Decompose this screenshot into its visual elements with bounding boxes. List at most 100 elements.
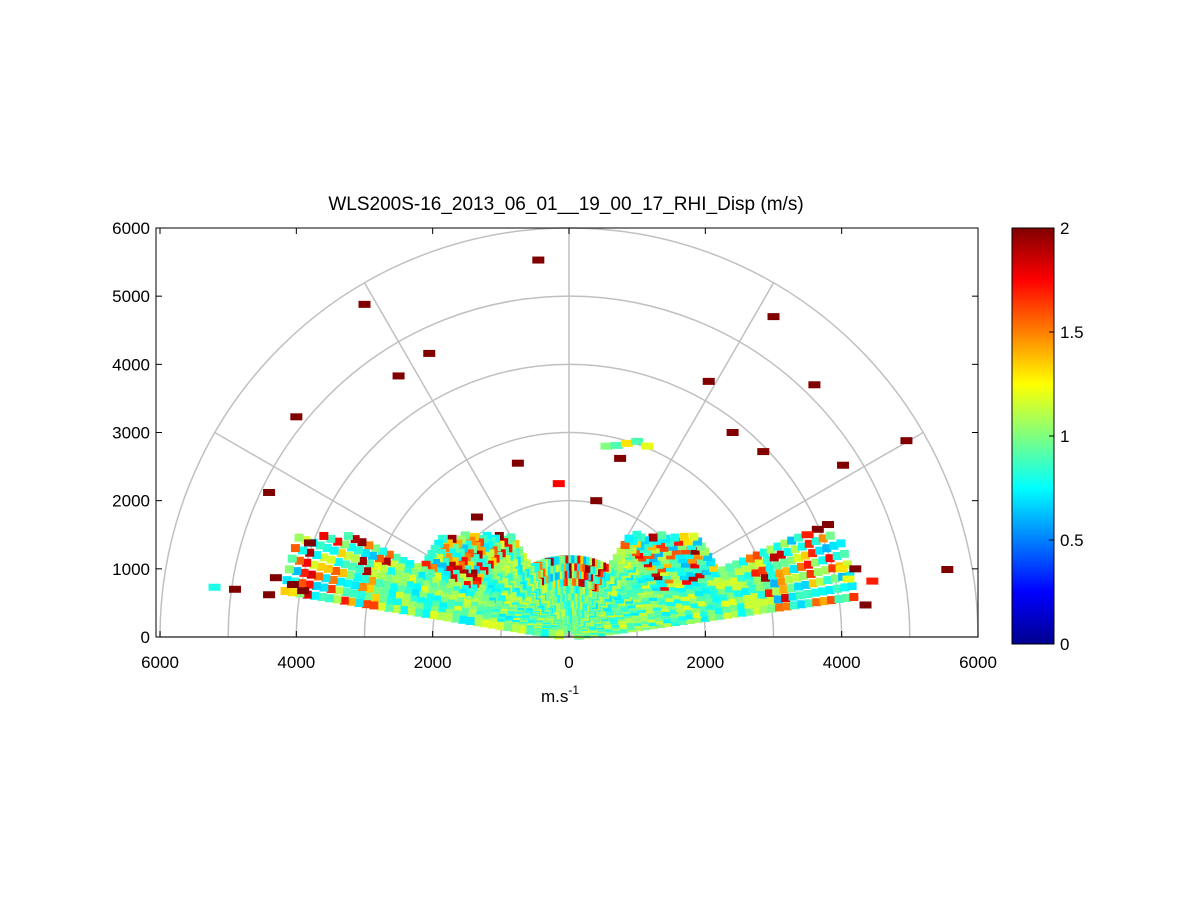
data-cell: [751, 599, 761, 608]
data-cell: [728, 596, 738, 605]
data-cell: [425, 569, 435, 578]
data-cell: [727, 569, 737, 578]
data-cell: [741, 586, 751, 595]
data-cell: [680, 593, 690, 602]
data-cell: [428, 564, 438, 573]
data-cell: [683, 602, 693, 611]
data-cell: [610, 441, 623, 449]
data-cell: [412, 583, 422, 592]
colorbar-tick-label: 0.5: [1060, 531, 1084, 550]
data-cell: [684, 606, 694, 615]
data-cell: [302, 558, 312, 567]
data-cell: [392, 372, 405, 380]
data-cell: [839, 549, 849, 558]
data-cell: [758, 566, 768, 575]
data-cells: [208, 256, 954, 640]
data-cell: [386, 590, 396, 599]
data-cell: [390, 576, 400, 585]
data-cell: [392, 598, 402, 607]
data-cell: [713, 575, 723, 584]
data-cell: [673, 595, 683, 604]
data-cell: [442, 588, 452, 597]
data-cell: [673, 575, 683, 584]
data-cell: [679, 572, 689, 581]
data-cell: [608, 560, 618, 569]
data-cell: [402, 566, 412, 575]
data-cell: [378, 564, 388, 573]
y-tick-label: 3000: [112, 424, 150, 443]
data-cell: [720, 572, 730, 581]
data-cell: [333, 586, 343, 595]
data-cell: [710, 588, 720, 597]
data-cell: [737, 608, 747, 617]
data-cell: [677, 567, 687, 576]
data-cell: [453, 539, 463, 548]
data-cell: [823, 576, 833, 585]
data-cell: [348, 589, 358, 598]
data-cell: [443, 539, 453, 548]
data-cell: [414, 577, 424, 586]
data-cell: [367, 551, 377, 560]
data-cell: [437, 580, 447, 589]
data-cell: [631, 437, 644, 445]
data-cell: [430, 600, 440, 609]
data-cell: [745, 554, 755, 563]
data-cell: [410, 589, 420, 598]
data-cell: [465, 616, 475, 625]
data-cell: [446, 561, 456, 570]
data-cell: [690, 560, 700, 569]
data-cell: [697, 598, 707, 607]
data-cell: [834, 595, 844, 604]
data-cell: [330, 566, 340, 575]
data-cell: [524, 626, 534, 635]
data-cell: [335, 577, 345, 586]
data-cell: [796, 562, 806, 571]
data-cell: [941, 566, 954, 574]
data-cell: [357, 538, 367, 547]
colorbar-tick-label: 0: [1060, 635, 1069, 654]
data-cell: [683, 581, 693, 590]
data-cell: [818, 556, 828, 565]
data-cell: [511, 459, 524, 467]
data-cell: [418, 566, 428, 575]
data-cell: [539, 628, 549, 637]
data-cell: [350, 581, 360, 590]
data-cell: [708, 563, 718, 572]
data-cell: [590, 497, 603, 505]
data-cell: [459, 607, 469, 616]
data-cell: [786, 584, 796, 593]
data-cell: [795, 591, 805, 600]
data-cell: [757, 590, 767, 599]
data-cell: [413, 608, 423, 617]
data-cell: [737, 573, 747, 582]
data-cell: [495, 621, 505, 630]
y-tick-label: 4000: [112, 355, 150, 374]
data-cell: [788, 592, 798, 601]
data-cell: [701, 585, 711, 594]
data-cell: [459, 544, 469, 553]
data-cell: [391, 604, 401, 613]
data-cell: [450, 614, 460, 623]
data-cell: [797, 600, 807, 609]
data-cell: [699, 561, 709, 570]
data-cell: [364, 559, 374, 568]
data-cell: [328, 575, 338, 584]
data-cell: [677, 608, 687, 617]
data-cell: [377, 547, 387, 556]
data-cell: [453, 601, 463, 610]
data-cell: [455, 561, 465, 570]
data-cell: [678, 588, 688, 597]
data-cell: [358, 300, 371, 308]
data-cell: [744, 571, 754, 580]
data-cell: [725, 584, 735, 593]
data-cell: [552, 480, 565, 488]
data-cell: [677, 542, 687, 551]
data-cell: [681, 546, 691, 555]
data-cell: [734, 566, 744, 575]
data-cell: [448, 574, 458, 583]
data-cell: [280, 587, 290, 596]
data-cell: [354, 598, 364, 607]
data-cell: [815, 546, 825, 555]
data-cell: [208, 583, 221, 591]
data-cell: [443, 613, 453, 622]
